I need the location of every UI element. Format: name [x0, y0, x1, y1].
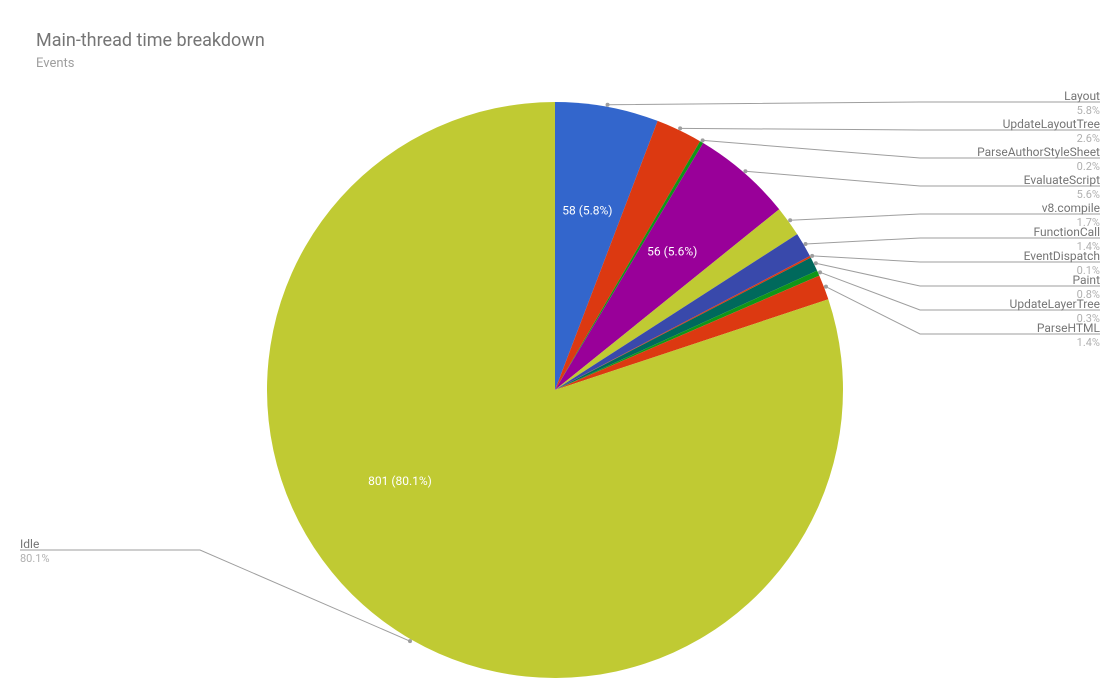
legend-percent-updatelayouttree: 2.6%	[1077, 132, 1100, 145]
legend-label-parsehtml: ParseHTML	[1037, 321, 1101, 335]
legend-label-v8.compile: v8.compile	[1042, 201, 1100, 215]
legend-label-evaluatescript: EvaluateScript	[1024, 173, 1100, 187]
legend-label-eventdispatch: EventDispatch	[1024, 249, 1100, 263]
legend-percent-idle: 80.1%	[20, 552, 50, 565]
slice-label-layout: 58 (5.8%)	[562, 203, 612, 217]
legend-percent-evaluatescript: 5.6%	[1077, 188, 1100, 201]
legend-percent-parseauthorstylesheet: 0.2%	[1077, 160, 1100, 173]
legend-label-paint: Paint	[1072, 273, 1100, 287]
legend-label-updatelayouttree: UpdateLayoutTree	[1003, 117, 1100, 131]
pie-chart: 58 (5.8%)56 (5.6%)801 (80.1%)Layout5.8%U…	[0, 0, 1117, 690]
legend-label-idle: Idle	[20, 537, 39, 551]
slice-label-evaluatescript: 56 (5.6%)	[647, 244, 697, 258]
slice-label-idle: 801 (80.1%)	[368, 474, 432, 488]
legend-percent-parsehtml: 1.4%	[1077, 336, 1100, 349]
legend-label-layout: Layout	[1064, 89, 1100, 103]
legend-label-functioncall: FunctionCall	[1033, 225, 1100, 239]
legend-label-parseauthorstylesheet: ParseAuthorStyleSheet	[977, 145, 1100, 159]
leader-line	[608, 102, 1100, 105]
legend-percent-layout: 5.8%	[1077, 104, 1100, 117]
leader-line	[816, 263, 1100, 286]
legend-label-updatelayertree: UpdateLayerTree	[1010, 297, 1100, 311]
